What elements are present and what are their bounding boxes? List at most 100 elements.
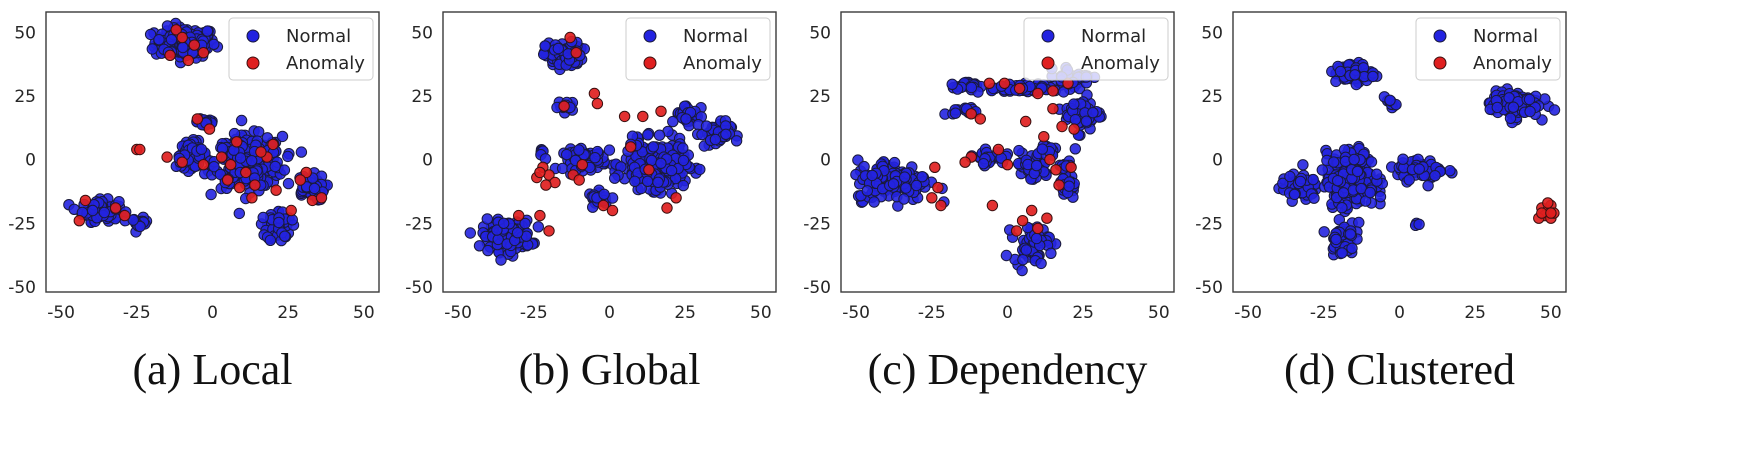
anomaly-point bbox=[543, 225, 555, 237]
normal-point bbox=[645, 154, 658, 167]
anomaly-point bbox=[119, 209, 131, 222]
normal-point bbox=[1297, 159, 1309, 171]
anomaly-point bbox=[591, 97, 604, 110]
anomaly-point bbox=[182, 54, 195, 67]
legend-label-normal: Normal bbox=[1081, 26, 1146, 47]
anomaly-point bbox=[932, 181, 944, 194]
normal-point bbox=[1334, 65, 1347, 78]
normal-point bbox=[1429, 170, 1441, 182]
normal-point bbox=[498, 217, 510, 230]
anomaly-point bbox=[1068, 123, 1080, 135]
normal-point bbox=[246, 155, 258, 167]
normal-point bbox=[1374, 191, 1387, 203]
normal-point bbox=[730, 135, 743, 147]
normal-point bbox=[1294, 175, 1307, 188]
normal-point bbox=[888, 156, 901, 169]
normal-point bbox=[641, 175, 654, 188]
normal-point bbox=[233, 207, 246, 220]
anomaly-point bbox=[255, 146, 267, 158]
normal-point bbox=[556, 162, 569, 175]
normal-point bbox=[868, 196, 880, 208]
anomaly-point bbox=[1010, 225, 1023, 237]
anomaly-point bbox=[983, 77, 995, 90]
normal-point bbox=[899, 171, 911, 183]
x-tick-label: 25 bbox=[1072, 303, 1094, 323]
normal-point bbox=[295, 146, 308, 158]
normal-point bbox=[573, 144, 585, 156]
points-layer bbox=[63, 17, 333, 247]
anomaly-point bbox=[315, 192, 328, 204]
anomaly-point bbox=[986, 199, 999, 212]
normal-point bbox=[1336, 247, 1348, 259]
anomaly-point bbox=[1016, 215, 1029, 227]
normal-point bbox=[146, 43, 159, 55]
y-tick-label: -25 bbox=[803, 214, 831, 234]
normal-point bbox=[1353, 216, 1365, 229]
normal-point bbox=[279, 230, 291, 242]
normal-point bbox=[253, 126, 265, 138]
normal-point bbox=[98, 206, 111, 219]
normal-point bbox=[1523, 93, 1536, 106]
legend-marker-normal bbox=[1041, 29, 1055, 43]
normal-point bbox=[1349, 69, 1361, 81]
normal-point bbox=[1316, 164, 1329, 176]
anomaly-point bbox=[661, 202, 673, 214]
anomaly-point bbox=[655, 105, 667, 118]
normal-point bbox=[511, 227, 524, 239]
anomaly-point bbox=[965, 108, 977, 120]
normal-point bbox=[1348, 153, 1360, 166]
legend-box bbox=[1023, 17, 1169, 81]
normal-point bbox=[1403, 174, 1415, 186]
x-tick-label: 50 bbox=[1148, 303, 1170, 323]
anomaly-point bbox=[197, 159, 210, 171]
normal-point bbox=[1069, 113, 1082, 126]
anomaly-point bbox=[992, 143, 1005, 156]
chart-panel-1: -50 -25 0 25 50 50 25 0 -25 -50 Normal Anomaly (a) L… bbox=[8, 11, 380, 394]
y-tick-label: 50 bbox=[1201, 23, 1223, 43]
panel-caption: (b) Global bbox=[518, 345, 700, 394]
normal-point bbox=[861, 185, 873, 197]
x-tick-label: 25 bbox=[277, 303, 299, 323]
anomaly-point bbox=[164, 49, 176, 61]
normal-point bbox=[1328, 156, 1340, 168]
legend-label-normal: Normal bbox=[683, 26, 748, 47]
normal-point bbox=[1013, 144, 1025, 157]
anomaly-point bbox=[267, 138, 279, 151]
anomaly-point bbox=[670, 192, 682, 204]
anomaly-point bbox=[270, 184, 282, 196]
normal-point bbox=[234, 152, 247, 164]
normal-point bbox=[1288, 188, 1301, 201]
anomaly-point bbox=[215, 151, 228, 163]
y-tick-label: 0 bbox=[422, 151, 433, 171]
normal-point bbox=[900, 182, 912, 194]
anomaly-point bbox=[1026, 204, 1038, 217]
anomaly-point bbox=[576, 159, 588, 171]
normal-point bbox=[1350, 78, 1363, 91]
y-tick-label: 25 bbox=[1201, 87, 1223, 107]
anomaly-point bbox=[1047, 103, 1059, 115]
anomaly-point bbox=[597, 199, 610, 212]
x-tick-label: 50 bbox=[1540, 303, 1562, 323]
normal-point bbox=[208, 38, 220, 50]
normal-point bbox=[1491, 101, 1504, 114]
legend-marker-normal bbox=[1433, 29, 1447, 43]
x-tick-label: 0 bbox=[1394, 303, 1405, 323]
normal-point bbox=[1020, 244, 1033, 256]
anomaly-point bbox=[1065, 161, 1077, 174]
anomaly-point bbox=[1032, 87, 1044, 100]
normal-point bbox=[1548, 104, 1561, 116]
x-tick-label: 0 bbox=[604, 303, 615, 323]
legend-label-normal: Normal bbox=[286, 26, 351, 47]
anomaly-point bbox=[534, 209, 546, 222]
anomaly-point bbox=[637, 110, 649, 123]
normal-point bbox=[694, 163, 706, 176]
anomaly-point bbox=[170, 24, 182, 36]
y-tick-label: -25 bbox=[1195, 214, 1223, 234]
normal-point bbox=[1307, 173, 1319, 186]
normal-point bbox=[1413, 163, 1425, 175]
normal-point bbox=[642, 129, 654, 141]
normal-point bbox=[491, 224, 503, 236]
x-tick-label: 0 bbox=[207, 303, 218, 323]
normal-point bbox=[858, 160, 870, 173]
legend-marker-anomaly bbox=[1433, 56, 1447, 70]
